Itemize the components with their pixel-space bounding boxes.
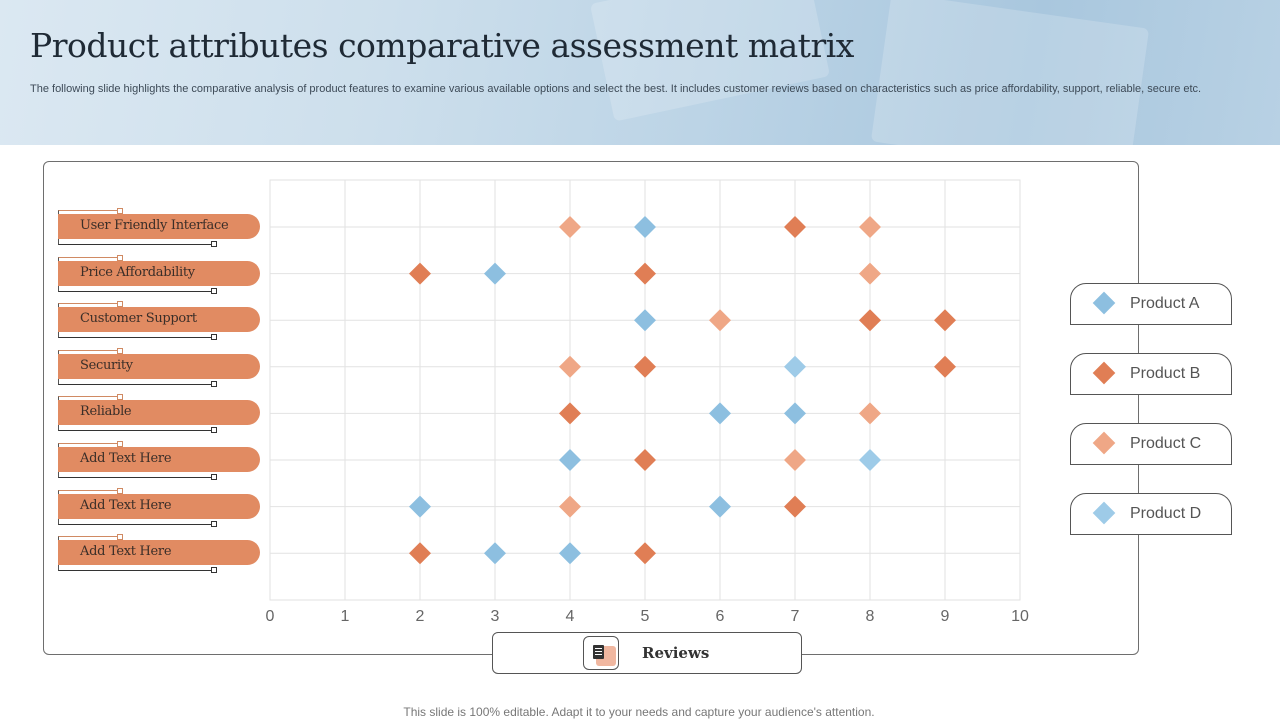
legend-diamond-icon xyxy=(1092,501,1116,525)
data-point-product-b xyxy=(409,542,431,565)
category-label-text: Add Text Here xyxy=(80,497,172,513)
data-point-product-d xyxy=(784,355,806,378)
data-point-product-b xyxy=(634,262,656,285)
row-bracket-bottom xyxy=(58,565,217,574)
row-bracket-bottom xyxy=(58,472,217,480)
x-tick-label: 5 xyxy=(641,608,650,625)
data-point-product-b xyxy=(784,216,806,238)
category-label: Add Text Here xyxy=(58,493,260,519)
header-banner: Product attributes comparative assessmen… xyxy=(0,0,1280,145)
data-point-product-a xyxy=(634,309,656,332)
legend-connector xyxy=(1138,300,1139,520)
data-point-product-a xyxy=(559,542,581,565)
row-bracket-top xyxy=(58,254,123,263)
legend-item: Product A xyxy=(1070,283,1232,325)
page-subtitle: The following slide highlights the compa… xyxy=(30,83,1202,95)
data-point-product-a xyxy=(784,402,806,425)
row-bracket-bottom xyxy=(58,239,217,247)
category-label-text: Add Text Here xyxy=(80,451,172,466)
row-bracket-top xyxy=(58,347,123,356)
data-point-product-a xyxy=(409,495,431,518)
row-bracket-top xyxy=(58,394,123,403)
document-icon xyxy=(583,636,619,670)
x-tick-label: 6 xyxy=(716,608,725,625)
data-point-product-c xyxy=(559,495,581,518)
category-label: Price Affordability xyxy=(58,260,260,286)
row-bracket-bottom xyxy=(58,518,217,527)
data-point-product-a xyxy=(559,449,581,471)
data-point-product-b xyxy=(934,355,956,378)
category-label-text: Reliable xyxy=(80,404,132,420)
footer-note: This slide is 100% editable. Adapt it to… xyxy=(403,705,875,719)
data-point-product-c xyxy=(859,262,881,285)
data-point-product-d xyxy=(859,449,881,471)
legend-diamond-icon xyxy=(1092,431,1116,455)
data-point-product-c xyxy=(859,402,881,425)
data-point-product-a xyxy=(484,262,506,285)
category-label-text: Price Affordability xyxy=(80,264,195,280)
x-tick-label: 0 xyxy=(266,608,275,625)
legend-label: Product C xyxy=(1130,435,1202,452)
category-label: User Friendly Interface xyxy=(58,214,260,239)
x-tick-label: 2 xyxy=(416,608,425,625)
row-bracket-bottom xyxy=(58,332,217,341)
category-label: Add Text Here xyxy=(58,540,260,566)
data-point-product-b xyxy=(634,542,656,565)
category-label-text: User Friendly Interface xyxy=(80,218,229,233)
data-point-product-c xyxy=(784,449,806,471)
data-point-product-b xyxy=(859,309,881,332)
x-tick-label: 7 xyxy=(791,608,800,625)
legend-item: Product B xyxy=(1070,353,1232,395)
data-point-product-a xyxy=(484,542,506,565)
data-point-product-c xyxy=(559,355,581,378)
category-label: Customer Support xyxy=(58,307,260,333)
category-label: Add Text Here xyxy=(58,447,260,472)
row-bracket-top xyxy=(58,487,123,496)
data-point-product-b xyxy=(634,355,656,378)
row-bracket-top xyxy=(58,534,123,543)
data-point-product-c xyxy=(559,216,581,238)
x-tick-label: 9 xyxy=(941,608,950,625)
data-point-product-a xyxy=(709,495,731,518)
data-point-product-b xyxy=(559,402,581,425)
category-label: Reliable xyxy=(58,400,260,426)
x-tick-label: 4 xyxy=(566,608,575,625)
page-title: Product attributes comparative assessmen… xyxy=(30,26,854,65)
data-point-product-b xyxy=(934,309,956,332)
x-axis-title: Reviews xyxy=(642,644,710,662)
category-label-text: Add Text Here xyxy=(80,544,172,560)
row-bracket-bottom xyxy=(58,425,217,434)
row-bracket-bottom xyxy=(58,285,217,294)
x-tick-label: 3 xyxy=(491,608,500,625)
data-point-product-c xyxy=(709,309,731,332)
row-bracket-top xyxy=(58,208,123,216)
legend-item: Product D xyxy=(1070,493,1232,535)
legend-label: Product A xyxy=(1130,295,1200,312)
category-label-text: Customer Support xyxy=(80,311,197,327)
x-tick-label: 8 xyxy=(866,608,875,625)
category-label: Security xyxy=(58,353,260,379)
legend-label: Product B xyxy=(1130,365,1201,382)
x-axis-title-box: Reviews xyxy=(492,632,802,674)
legend-diamond-icon xyxy=(1092,361,1116,385)
data-point-product-b xyxy=(784,495,806,518)
data-point-product-b xyxy=(409,262,431,285)
legend-label: Product D xyxy=(1130,505,1202,522)
data-point-product-c xyxy=(859,216,881,238)
x-tick-label: 10 xyxy=(1011,608,1029,625)
x-tick-label: 1 xyxy=(341,608,350,625)
data-point-product-a xyxy=(709,402,731,425)
category-label-text: Security xyxy=(80,357,133,373)
legend-diamond-icon xyxy=(1092,291,1116,315)
data-point-product-b xyxy=(634,449,656,471)
row-bracket-bottom xyxy=(58,378,217,387)
row-bracket-top xyxy=(58,301,123,310)
legend-item: Product C xyxy=(1070,423,1232,465)
data-point-product-a xyxy=(634,216,656,238)
row-bracket-top xyxy=(58,441,123,449)
